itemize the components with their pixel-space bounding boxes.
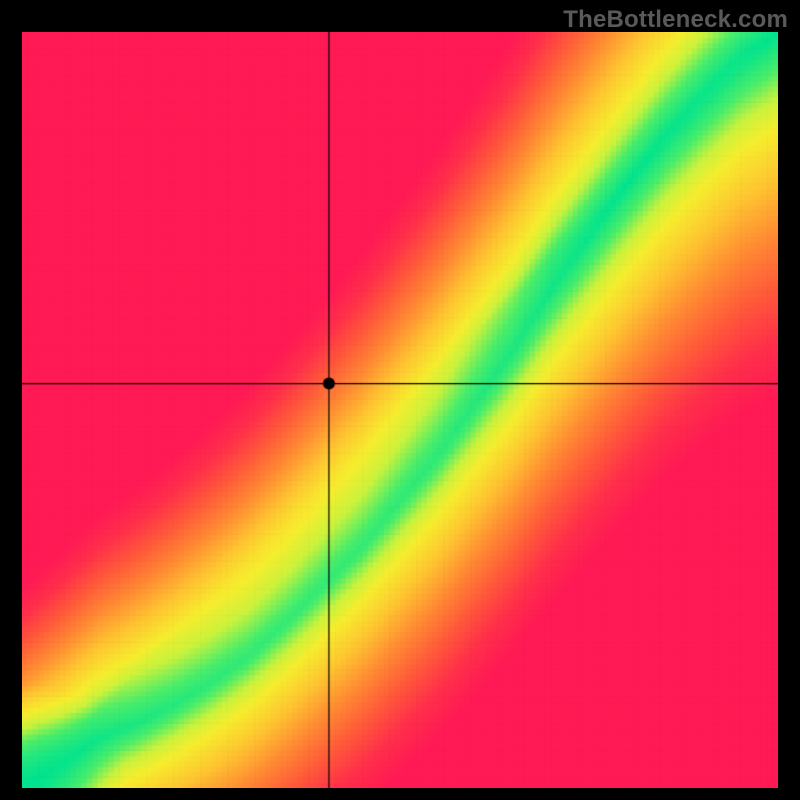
watermark-text: TheBottleneck.com: [563, 6, 788, 34]
bottleneck-heatmap: [22, 32, 778, 788]
chart-container: TheBottleneck.com: [0, 0, 800, 800]
